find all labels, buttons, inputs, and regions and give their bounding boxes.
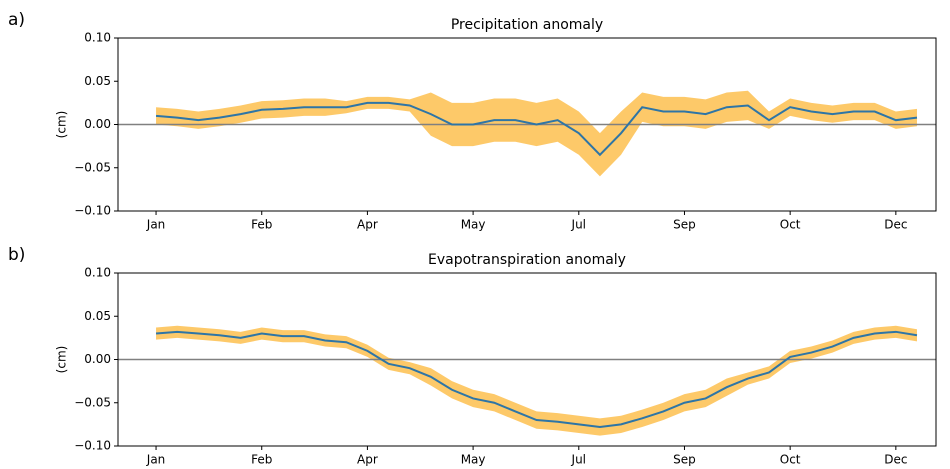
y-tick-label: 0.10 — [84, 266, 111, 280]
y-tick-label: −0.05 — [74, 395, 111, 409]
y-tick-label: −0.05 — [74, 160, 111, 174]
x-tick-label: Feb — [251, 453, 272, 467]
mean-line — [155, 101, 918, 157]
y-tick-label: 0.00 — [84, 117, 111, 131]
x-tick-label: Apr — [357, 453, 378, 467]
y-tick-label: 0.10 — [84, 31, 111, 45]
uncertainty-band — [156, 90, 917, 177]
x-tick-label: Jan — [146, 453, 166, 467]
y-tick-label: 0.05 — [84, 74, 111, 88]
x-tick-label: Sep — [673, 453, 696, 467]
plot-frame — [117, 272, 937, 447]
y-axis-label: (cm) — [55, 346, 69, 374]
plot-frame — [117, 37, 937, 212]
panel-label: a) — [8, 10, 25, 30]
panel-label: b) — [8, 245, 25, 265]
x-tick-label: Jul — [571, 453, 586, 467]
x-tick-label: Oct — [780, 453, 801, 467]
x-tick-label: Oct — [780, 218, 801, 232]
x-tick-label: Apr — [357, 218, 378, 232]
y-axis-label: (cm) — [55, 111, 69, 139]
chart-title: Evapotranspiration anomaly — [428, 252, 626, 268]
x-tick-label: Jul — [571, 218, 586, 232]
mean-line — [155, 330, 918, 428]
x-tick-label: Feb — [251, 218, 272, 232]
x-tick-label: May — [461, 453, 486, 467]
x-tick-label: May — [461, 218, 486, 232]
x-tick-label: Dec — [884, 453, 907, 467]
x-tick-label: Dec — [884, 218, 907, 232]
y-tick-label: 0.05 — [84, 309, 111, 323]
chart-title: Precipitation anomaly — [451, 17, 603, 33]
x-tick-label: Sep — [673, 218, 696, 232]
x-tick-label: Jan — [146, 218, 166, 232]
y-tick-label: −0.10 — [74, 439, 111, 453]
y-tick-label: 0.00 — [84, 352, 111, 366]
y-tick-label: −0.10 — [74, 204, 111, 218]
